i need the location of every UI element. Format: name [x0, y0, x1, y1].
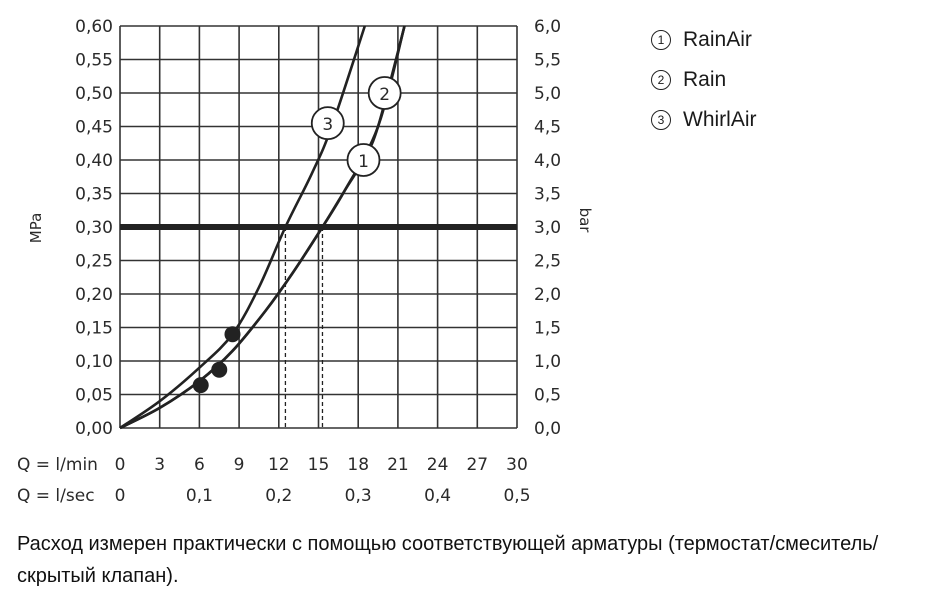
- series-label-circle-1: [346, 143, 381, 177]
- x-lmin-tick-label: 18: [347, 455, 369, 475]
- measurement-note: Расход измерен практически с помощью соо…: [17, 533, 879, 587]
- y-right-tick-label: 6,0: [534, 17, 561, 37]
- y-left-tick-label: 0,30: [75, 218, 113, 238]
- x-lmin-tick-label: 27: [466, 455, 488, 475]
- axis-layer: 0 3 6 9 12 15 18 21 24 27 300,00 0,00,05 0,50,10 1,00…: [75, 17, 561, 506]
- series-label-3: 3: [322, 115, 333, 135]
- y-right-tick-label: 2,5: [534, 252, 561, 272]
- legend-label-rainair: RainAir: [683, 28, 752, 51]
- legend-item-rainair: 1 RainAir: [651, 20, 757, 60]
- y-left-tick-label: 0,10: [75, 352, 113, 372]
- series-label-2: 2: [379, 85, 390, 105]
- x-lmin-tick-label: 3: [154, 455, 165, 475]
- legend-number-2: 2: [651, 70, 671, 90]
- chart-legend: 1 RainAir 2 Rain 3 WhirlAir: [651, 20, 757, 140]
- y-left-tick-label: 0,25: [75, 252, 113, 272]
- reference-line-layer: [120, 224, 517, 428]
- y-right-tick-label: 1,5: [534, 319, 561, 339]
- flow-pressure-chart: 123 0 3 6 9 12 15 18 21 24 27 300,00 0,00,05 0,50,10…: [17, 17, 594, 506]
- legend-item-rain: 2 Rain: [651, 60, 757, 100]
- y-left-tick-label: 0,60: [75, 17, 113, 37]
- legend-number-1: 1: [651, 30, 671, 50]
- y-right-tick-label: 5,0: [534, 84, 561, 104]
- y-right-tick-label: 4,5: [534, 118, 561, 138]
- y-left-tick-label: 0,35: [75, 185, 113, 205]
- x-lmin-tick-label: 24: [427, 455, 449, 475]
- x-lsec-tick-label: 0: [115, 486, 126, 506]
- y-right-axis-label: bar: [576, 208, 594, 234]
- y-right-tick-label: 1,0: [534, 352, 561, 372]
- legend-label-whirlair: WhirlAir: [683, 108, 757, 131]
- x-lsec-axis-label: Q = l/sec: [17, 486, 95, 506]
- y-left-tick-label: 0,00: [75, 419, 113, 439]
- y-left-tick-label: 0,20: [75, 285, 113, 305]
- y-left-tick-label: 0,40: [75, 151, 113, 171]
- series-label-circle-2: [367, 76, 402, 110]
- y-left-tick-label: 0,15: [75, 319, 113, 339]
- series-start-dot-2: [192, 377, 209, 394]
- x-lmin-tick-label: 12: [268, 455, 290, 475]
- x-lmin-axis-label: Q = l/min: [17, 455, 98, 475]
- x-lmin-tick-label: 6: [194, 455, 205, 475]
- y-left-tick-label: 0,50: [75, 84, 113, 104]
- legend-number-3: 3: [651, 110, 671, 130]
- x-lmin-tick-label: 30: [506, 455, 528, 475]
- legend-label-rain: Rain: [683, 68, 727, 91]
- series-layer: 1 2 3: [119, 25, 406, 430]
- x-lsec-tick-label: 0,5: [503, 486, 530, 506]
- y-right-tick-label: 2,0: [534, 285, 561, 305]
- x-lmin-tick-label: 15: [308, 455, 330, 475]
- x-lmin-tick-label: 9: [234, 455, 245, 475]
- y-right-tick-label: 3,0: [534, 218, 561, 238]
- series-start-dot-1: [211, 361, 228, 378]
- x-lsec-tick-label: 0,4: [424, 486, 451, 506]
- series-label-1: 1: [358, 152, 369, 172]
- legend-item-whirlair: 3 WhirlAir: [651, 100, 757, 140]
- y-left-tick-label: 0,05: [75, 386, 113, 406]
- series-label-circle-3: [310, 106, 345, 141]
- x-lsec-tick-label: 0,2: [265, 486, 292, 506]
- y-left-tick-label: 0,55: [75, 51, 113, 71]
- series-start-dot-3: [224, 326, 241, 343]
- y-right-tick-label: 4,0: [534, 151, 561, 171]
- series-line-2: [119, 25, 406, 430]
- y-right-tick-label: 0,5: [534, 386, 561, 406]
- y-right-tick-label: 0,0: [534, 419, 561, 439]
- x-lmin-tick-label: 0: [115, 455, 126, 475]
- y-right-tick-label: 3,5: [534, 185, 561, 205]
- y-left-tick-label: 0,45: [75, 118, 113, 138]
- x-lsec-tick-label: 0,3: [345, 486, 372, 506]
- x-lsec-tick-label: 0,1: [186, 486, 213, 506]
- y-left-axis-label: MPa: [27, 213, 45, 244]
- x-lmin-tick-label: 21: [387, 455, 409, 475]
- y-right-tick-label: 5,5: [534, 51, 561, 71]
